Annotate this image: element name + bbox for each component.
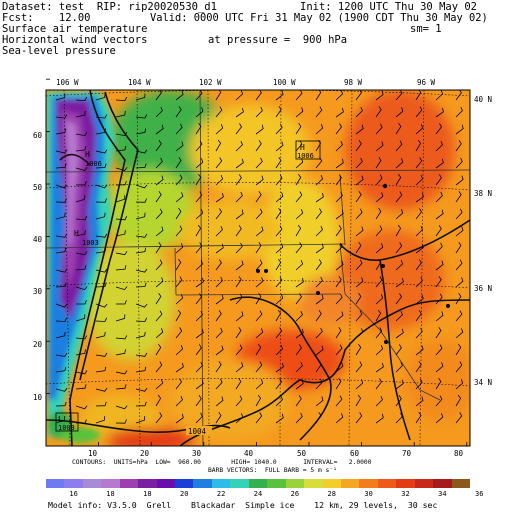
svg-text:L: L	[58, 415, 63, 424]
colorbar-swatch	[359, 479, 379, 488]
lon-label: 96 W	[417, 78, 436, 87]
pressure-level-label: at pressure = 900 hPa	[208, 34, 348, 46]
colorbar-swatch	[267, 479, 287, 488]
lat-label: 40 N	[474, 95, 493, 104]
colorbar-swatch	[340, 479, 360, 488]
init-line: Init: 1200 UTC Thu 30 May 02	[300, 1, 478, 13]
grid-x-label: 80	[454, 449, 464, 458]
lon-label: 104 W	[128, 78, 151, 87]
svg-text:1006: 1006	[297, 152, 314, 160]
lon-label: 98 W	[344, 78, 363, 87]
slp-contours	[46, 90, 470, 446]
colorbar-label: 18	[143, 490, 152, 498]
colorbar-label: 20	[180, 490, 189, 498]
svg-text:H: H	[300, 143, 305, 152]
sm-label: sm= 1	[410, 23, 442, 35]
field-label-wind: Horizontal wind vectors	[2, 34, 148, 46]
colorbar-swatch	[414, 479, 434, 488]
colorbar-swatch	[175, 479, 194, 488]
lat-label: 36 N	[474, 284, 493, 293]
colorbar-label: 30	[364, 490, 373, 498]
colorbar-label: 18	[106, 490, 115, 498]
grid-y-label: 10	[33, 393, 43, 402]
grid-x-label: 10	[88, 449, 98, 458]
lat-label: 34 N	[474, 378, 493, 387]
svg-text:H: H	[74, 229, 79, 238]
grid-x-label: 50	[297, 449, 307, 458]
valid-line: Valid: 0000 UTC Fri 31 May 02 (1900 CDT …	[150, 12, 488, 24]
colorbar-swatch	[248, 479, 268, 488]
wind-barbs	[55, 90, 464, 424]
grid-x-label: 30	[192, 449, 202, 458]
pressure-center-h1: H 1006	[295, 140, 321, 160]
colorbar-swatch	[396, 479, 416, 488]
dataset-line: Dataset: test RIP: rip20020530_d1	[2, 1, 217, 13]
colorbar-swatch	[304, 479, 323, 488]
pressure-center-h3: H 1003	[74, 229, 99, 247]
svg-text:1003: 1003	[58, 424, 75, 432]
colorbar-swatch	[322, 479, 342, 488]
grid-x-label: 60	[350, 449, 360, 458]
colorbar-label: 28	[327, 490, 336, 498]
pressure-center-l1: L 1003	[55, 412, 79, 432]
barb-info: BARB VECTORS: FULL BARB = 5 m s⁻¹	[208, 467, 337, 474]
lat-label: 38 N	[474, 189, 493, 198]
grid-x-label: 70	[402, 449, 412, 458]
colorbar-swatch	[433, 479, 453, 488]
svg-text:1004: 1004	[188, 427, 207, 436]
colorbar-swatch	[46, 479, 65, 488]
grid-y-label: 30	[33, 287, 43, 296]
fcst-line: Fcst: 12.00	[2, 12, 91, 24]
lon-label: 106 W	[56, 78, 79, 87]
field-label-temperature: Surface air temperature	[2, 23, 148, 35]
colorbar-label: 22	[216, 490, 226, 498]
svg-text:1006: 1006	[85, 160, 102, 168]
colorbar-swatch	[377, 479, 397, 488]
colorbar-swatch	[451, 479, 471, 488]
colorbar-swatch	[101, 479, 121, 488]
pressure-center-h2: H 1006	[85, 150, 102, 168]
lon-label: 102 W	[199, 78, 222, 87]
contour-label: 1004	[186, 426, 212, 436]
field-label-slp: Sea-level pressure	[2, 45, 116, 57]
model-info: Model info: V3.5.0 Grell Blackadar Simpl…	[48, 500, 438, 510]
svg-text:1003: 1003	[82, 239, 99, 247]
colorbar-label: 16	[69, 490, 78, 498]
colorbar-swatch	[285, 479, 305, 488]
colorbar-label: 32	[401, 490, 410, 498]
colorbar-swatch	[82, 479, 102, 488]
colorbar-swatch	[193, 479, 213, 488]
colorbar-swatch	[64, 479, 84, 488]
grid-y-label: 20	[33, 340, 43, 349]
grid-x-label: 40	[244, 449, 254, 458]
colorbar-swatch	[230, 479, 250, 488]
lon-label: 100 W	[273, 78, 296, 87]
colorbar-swatch	[211, 479, 231, 488]
grid-x-label: 20	[140, 449, 150, 458]
grid-y-label: 50	[33, 183, 43, 192]
colorbar-swatch	[119, 479, 139, 488]
svg-text:H: H	[85, 150, 90, 159]
contours-info: CONTOURS: UNITS=hPa LOW= 960.00 HIGH= 10…	[72, 459, 372, 466]
colorbar-swatch	[138, 479, 158, 488]
colorbar-label: 26	[290, 490, 300, 498]
colorbar-label: 24	[253, 490, 263, 498]
colorbar-label: 34	[438, 490, 447, 498]
grid-y-label: 40	[33, 235, 43, 244]
colorbar-swatch	[156, 479, 176, 488]
colorbar-label: 36	[474, 490, 484, 498]
grid-y-label: 60	[33, 131, 43, 140]
